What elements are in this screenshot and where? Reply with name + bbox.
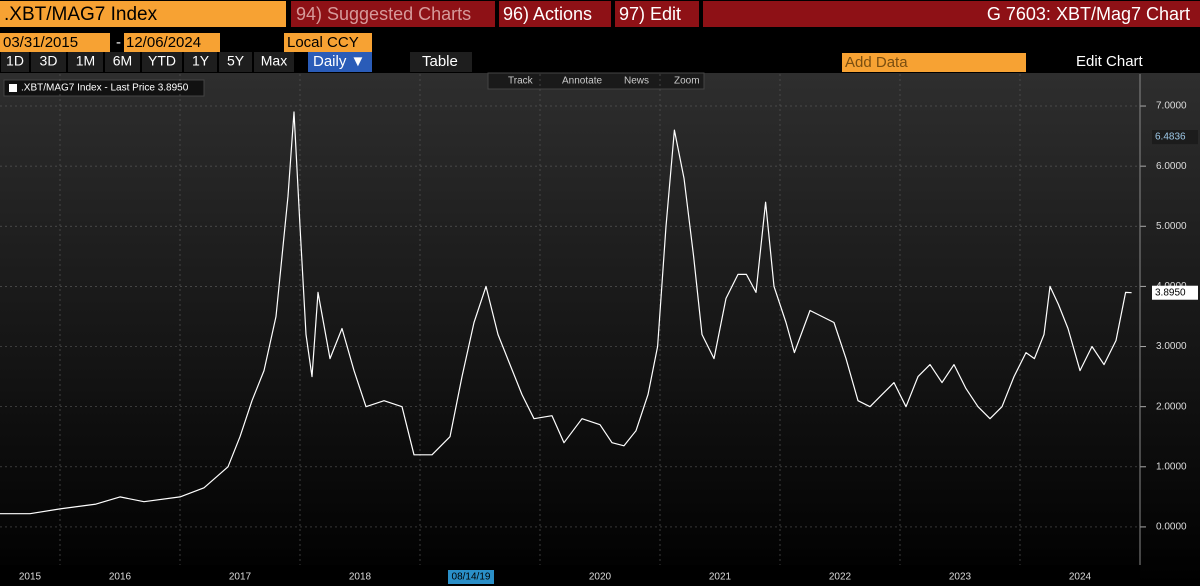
x-tick-label: 2022 — [829, 572, 852, 583]
tool-label[interactable]: News — [624, 76, 649, 87]
y-tick-label: 1.0000 — [1156, 461, 1187, 472]
y-tick-label: 3.0000 — [1156, 341, 1187, 352]
tool-label[interactable]: Annotate — [562, 76, 602, 87]
y-tick-label: 6.0000 — [1156, 161, 1187, 172]
period-label: 6M — [113, 53, 132, 69]
period-label: Max — [261, 53, 287, 69]
period-button[interactable] — [219, 52, 252, 72]
table: Table — [422, 53, 458, 70]
frequency: Daily ▼ — [313, 53, 365, 70]
period-button[interactable] — [105, 52, 140, 72]
period-label: 3D — [40, 53, 58, 69]
period-label: 5Y — [227, 53, 245, 69]
x-tick-label: 2016 — [109, 572, 132, 583]
edit-chart[interactable]: Edit Chart — [1076, 53, 1144, 70]
currency-box[interactable] — [284, 33, 372, 52]
period-label: 1D — [6, 53, 24, 69]
menu-label: 97) Edit — [619, 4, 681, 24]
security-box[interactable] — [0, 1, 286, 27]
x-tick-label: 2018 — [349, 572, 372, 583]
end-date-box[interactable] — [124, 33, 220, 52]
legend-box — [3, 79, 205, 97]
tool-label[interactable]: Track — [508, 76, 534, 87]
add-data-box[interactable] — [842, 53, 1026, 72]
menu-button[interactable] — [291, 1, 495, 27]
period-button[interactable] — [254, 52, 294, 72]
security: .XBT/MAG7 Index — [4, 4, 158, 25]
period-label: 1M — [76, 53, 95, 69]
date-separator: - — [116, 34, 121, 51]
start-date: 03/31/2015 — [3, 34, 78, 51]
price-marker-box — [1152, 130, 1198, 145]
title-bar — [703, 1, 1200, 27]
menu-label: 94) Suggested Charts — [296, 4, 471, 24]
tool-label[interactable]: Zoom — [674, 76, 700, 87]
currency: Local CCY — [287, 34, 359, 51]
menu-button[interactable] — [615, 1, 699, 27]
y-tick-label: 2.0000 — [1156, 401, 1187, 412]
menu-button[interactable] — [499, 1, 611, 27]
y-tick-label: 5.0000 — [1156, 221, 1187, 232]
period-button[interactable] — [68, 52, 103, 72]
cursor-date: 08/14/19 — [452, 572, 491, 583]
start-date-box[interactable] — [0, 33, 110, 52]
period-label: YTD — [148, 53, 176, 69]
add-data: Add Data — [845, 54, 908, 71]
legend-swatch — [9, 84, 17, 92]
x-tick-label: 2017 — [229, 572, 252, 583]
price-marker-box — [1152, 285, 1198, 300]
x-tick-label: 2024 — [1069, 572, 1092, 583]
period-label: 1Y — [192, 53, 210, 69]
y-tick-label: 7.0000 — [1156, 101, 1187, 112]
tool-strip — [487, 72, 705, 90]
chart-background — [0, 73, 1200, 586]
chart-name: G 7603: XBT/Mag7 Chart — [987, 4, 1190, 24]
x-tick-label: 2021 — [709, 572, 732, 583]
end-date: 12/06/2024 — [126, 34, 201, 51]
price-marker-label: 6.4836 — [1155, 132, 1186, 143]
price-marker-label: 3.8950 — [1155, 287, 1186, 298]
legend-label: .XBT/MAG7 Index - Last Price 3.8950 — [21, 83, 189, 94]
period-button[interactable] — [1, 52, 29, 72]
period-button[interactable] — [142, 52, 182, 72]
menu-label: 96) Actions — [503, 4, 592, 24]
table-button[interactable] — [410, 52, 472, 72]
period-button[interactable] — [184, 52, 217, 72]
x-tick-label: 2020 — [589, 572, 612, 583]
cursor-date-box — [448, 570, 494, 584]
x-axis-band — [0, 565, 1140, 586]
price-line — [0, 111, 1132, 515]
y-tick-label: 0.0000 — [1156, 522, 1187, 533]
frequency-button[interactable] — [308, 52, 372, 72]
x-tick-label: 2023 — [949, 572, 972, 583]
period-button[interactable] — [31, 52, 66, 72]
x-tick-label: 2015 — [19, 572, 42, 583]
